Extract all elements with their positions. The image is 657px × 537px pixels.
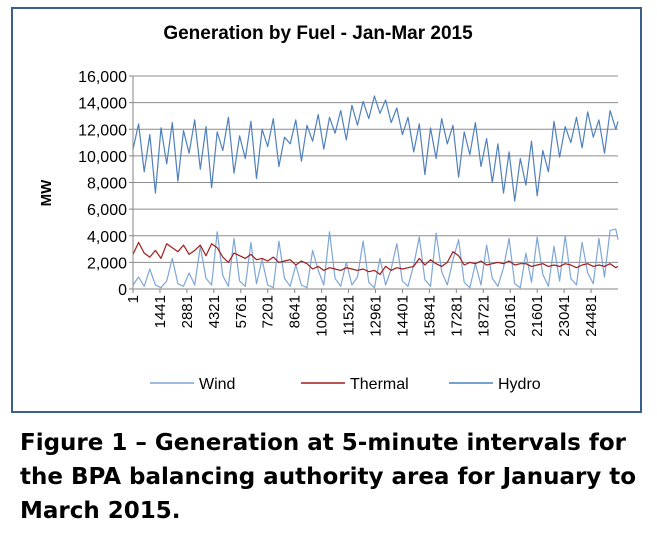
legend-label-hydro: Hydro xyxy=(498,376,541,393)
series-line-hydro xyxy=(132,95,619,202)
y-tick-label: 12,000 xyxy=(78,122,127,139)
y-tick-label: 4,000 xyxy=(87,229,127,246)
legend-label-wind: Wind xyxy=(199,376,235,393)
y-tick-label: 6,000 xyxy=(87,202,127,219)
x-tick-label: 7201 xyxy=(260,295,277,328)
x-tick-label: 8641 xyxy=(287,295,304,328)
x-tick-label: 5761 xyxy=(233,295,250,328)
legend-label-thermal: Thermal xyxy=(350,376,409,393)
x-tick-label: 20161 xyxy=(502,295,519,337)
chart-frame: Generation by Fuel - Jan-Mar 2015 MW 0 2,… xyxy=(11,7,642,413)
y-tick-label: 0 xyxy=(118,282,127,299)
series-line-wind xyxy=(132,228,619,289)
x-tick-label: 12961 xyxy=(368,295,385,337)
x-tick-label: 18721 xyxy=(475,295,492,337)
y-tick-label: 2,000 xyxy=(87,255,127,272)
series-line-thermal xyxy=(132,241,619,275)
x-tick-label: 11521 xyxy=(341,295,358,336)
x-tick-label: 4321 xyxy=(206,295,223,328)
chart-title: Generation by Fuel - Jan-Mar 2015 xyxy=(163,23,473,44)
x-tick-label: 14401 xyxy=(394,295,411,337)
y-tick-label: 14,000 xyxy=(78,96,127,113)
x-tick-label: 2881 xyxy=(179,295,196,328)
chart: Generation by Fuel - Jan-Mar 2015 MW 0 2,… xyxy=(38,23,619,393)
x-tick-label: 23041 xyxy=(556,295,573,337)
y-tick-label: 16,000 xyxy=(78,69,127,86)
x-tick-label: 10081 xyxy=(314,295,331,337)
x-tick-label: 1 xyxy=(125,295,142,303)
figure-caption: Figure 1 – Generation at 5-minute interv… xyxy=(20,430,637,524)
x-tick-label: 1441 xyxy=(152,295,169,328)
y-tick-label: 8,000 xyxy=(87,176,127,193)
x-tick-label: 17281 xyxy=(448,295,465,337)
y-tick-label: 10,000 xyxy=(78,149,127,166)
y-axis-title: MW xyxy=(38,179,55,206)
x-tick-label: 24481 xyxy=(583,295,600,337)
x-tick-label: 21601 xyxy=(529,295,546,337)
x-tick-label: 15841 xyxy=(421,295,438,337)
